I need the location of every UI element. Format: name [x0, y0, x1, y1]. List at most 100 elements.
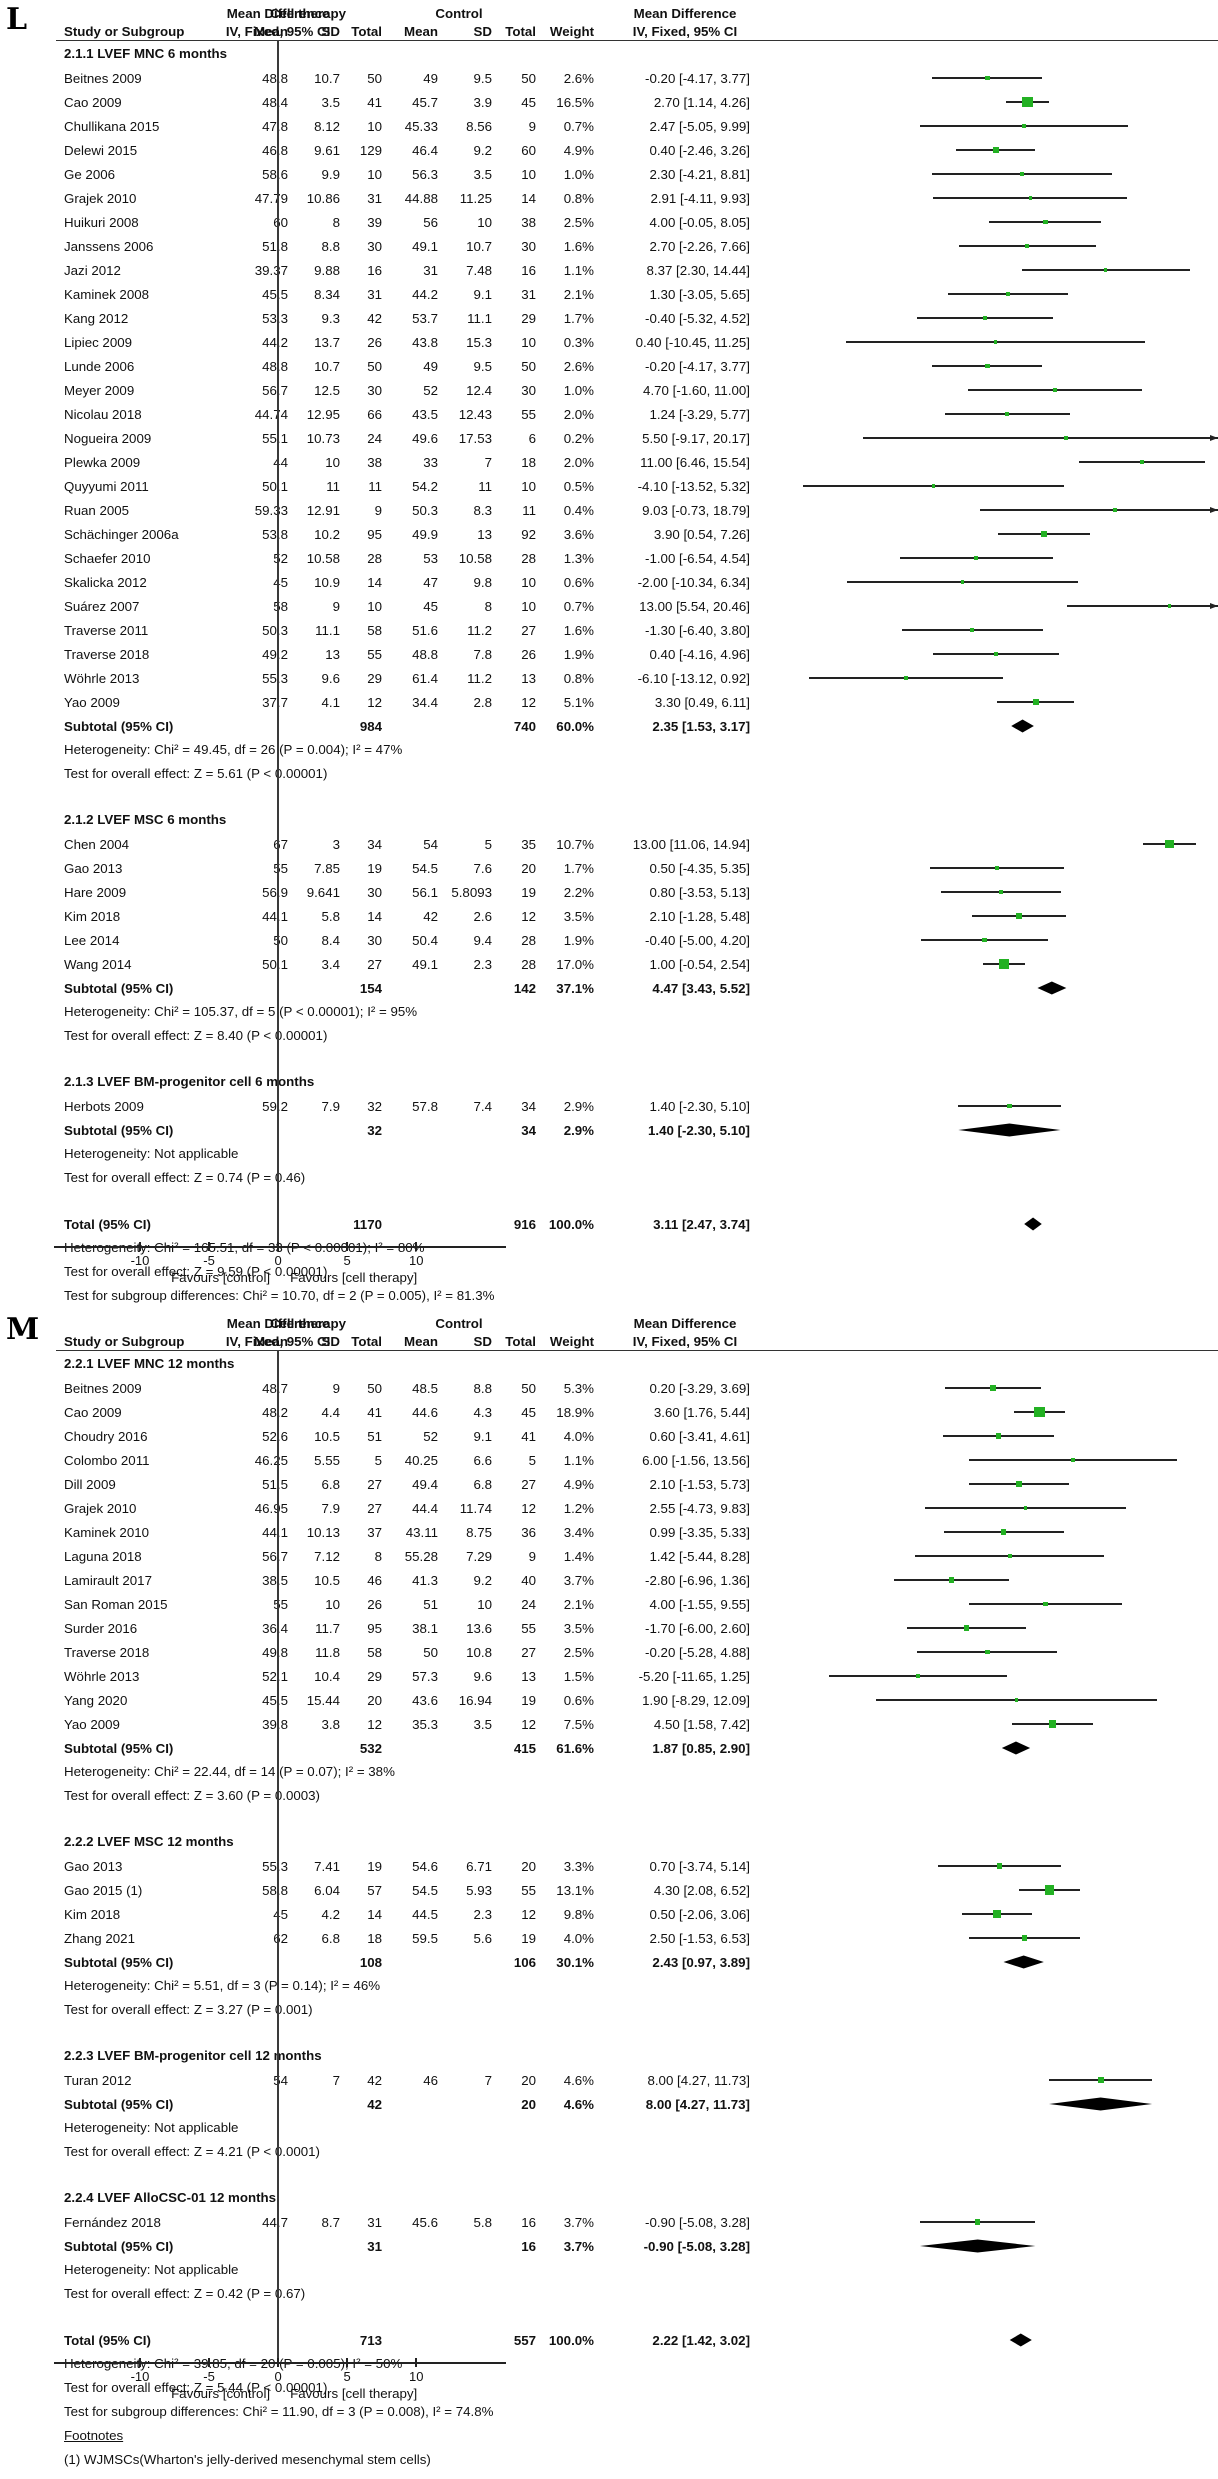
md-ci-text: 2.10 [-1.28, 5.48] — [649, 908, 750, 924]
cell-therapy-mean: 37.7 — [262, 694, 288, 710]
ci-plot-cell — [776, 618, 1218, 642]
ci-plot-cell — [776, 1544, 1218, 1568]
study-row: Yang 2020 45.5 15.44 20 43.6 16.94 19 0.6% 1.90 … — [0, 1688, 1218, 1712]
study-row: Janssens 2006 51.8 8.8 30 49.1 10.7 30 1.6% 2.70… — [0, 234, 1218, 258]
control-mean: 53.7 — [412, 310, 438, 326]
control-sd: 8.56 — [466, 118, 492, 134]
method-header: IV, Fixed, 95% CI — [225, 1334, 331, 1349]
cell-therapy-mean: 36.4 — [262, 1620, 288, 1636]
cell-therapy-total: 984 — [359, 718, 382, 734]
control-total: 142 — [513, 980, 536, 996]
control-sd: 6.8 — [473, 1476, 493, 1492]
weight: 9.8% — [563, 1906, 594, 1922]
md-ci-text: 2.35 [1.53, 3.17] — [652, 718, 750, 734]
subtotal-row: Subtotal (95% CI) 31 16 3.7% -0.90 [-5.08, 3… — [0, 2234, 1218, 2258]
md-ci-text: -2.00 [-10.34, 6.34] — [637, 574, 750, 590]
heterogeneity-line-text: Heterogeneity: Not applicable — [64, 2120, 239, 2135]
ci-plot-cell — [776, 570, 1218, 594]
study-name: Yang 2020 — [64, 1692, 128, 1708]
md-ci-text: -0.90 [-5.08, 3.28] — [643, 2238, 750, 2254]
control-mean: 44.6 — [412, 1404, 438, 1420]
column-header-weight: Weight — [549, 24, 594, 39]
cell-therapy-mean: 55.3 — [262, 670, 288, 686]
section-header-text: 2.1.1 LVEF MNC 6 months — [64, 46, 228, 61]
weight: 0.8% — [563, 670, 594, 686]
ci-plot-cell — [776, 1520, 1218, 1544]
cell-therapy-sd: 3.5 — [321, 94, 341, 110]
cell-therapy-total: 32 — [367, 1122, 382, 1138]
pooled-diamond — [958, 1123, 1061, 1137]
ci-line — [863, 437, 1218, 439]
control-mean: 53 — [423, 550, 438, 566]
study-name: Turan 2012 — [64, 2072, 132, 2088]
control-total: 18 — [521, 454, 536, 470]
cell-therapy-total: 95 — [367, 1620, 382, 1636]
control-sd: 2.8 — [473, 694, 493, 710]
md-ci-text: 1.40 [-2.30, 5.10] — [647, 1122, 750, 1138]
cell-therapy-mean: 45 — [273, 574, 288, 590]
group-header-control: Control — [435, 6, 483, 21]
effect-marker — [998, 958, 1010, 970]
cell-therapy-sd: 3 — [332, 836, 340, 852]
study-row: Grajek 2010 47.79 10.86 31 44.88 11.25 14 0.8% 2… — [0, 186, 1218, 210]
cell-therapy-sd: 11 — [326, 478, 340, 494]
control-mean: 54.5 — [412, 860, 438, 876]
study-name: Subtotal (95% CI) — [64, 1954, 174, 1970]
control-total: 10 — [521, 166, 536, 182]
md-ci-text: -4.10 [-13.52, 5.32] — [637, 478, 750, 494]
control-mean: 42 — [423, 908, 438, 924]
effect-marker — [974, 556, 979, 560]
control-sd: 9.2 — [473, 1572, 493, 1588]
control-mean: 43.6 — [412, 1692, 438, 1708]
control-sd: 3.5 — [473, 1716, 493, 1732]
ci-plot-cell — [776, 1472, 1218, 1496]
study-name: Kaminek 2008 — [64, 286, 150, 302]
control-mean: 54 — [423, 836, 438, 852]
cell-therapy-sd: 8.34 — [314, 286, 340, 302]
md-ci-text: 4.00 [-1.55, 9.55] — [649, 1596, 750, 1612]
effect-marker — [995, 866, 999, 870]
weight: 1.9% — [563, 646, 594, 662]
cell-therapy-total: 66 — [367, 406, 382, 422]
cell-therapy-sd: 10.73 — [306, 430, 340, 446]
study-name: Gao 2013 — [64, 1858, 123, 1874]
effect-marker — [1028, 196, 1033, 200]
cell-therapy-mean: 59.33 — [254, 502, 288, 518]
total-overall-effect-line: Test for overall effect: Z = 5.44 (P < 0… — [0, 2376, 1218, 2400]
ci-plot-cell — [776, 2092, 1218, 2116]
md-ci-text: 3.30 [0.49, 6.11] — [654, 694, 750, 710]
heterogeneity-line: Heterogeneity: Not applicable — [0, 1142, 1218, 1166]
cell-therapy-mean: 58 — [273, 598, 288, 614]
ci-plot-cell — [776, 498, 1218, 522]
cell-therapy-total: 29 — [367, 1668, 382, 1684]
md-plot-header: Mean Difference — [226, 6, 330, 21]
control-total: 50 — [521, 1380, 536, 1396]
study-name: Delewi 2015 — [64, 142, 138, 158]
cell-therapy-total: 18 — [367, 1930, 382, 1946]
weight: 0.3% — [563, 334, 594, 350]
axis-tick — [346, 2358, 348, 2367]
study-name: Schaefer 2010 — [64, 550, 151, 566]
cell-therapy-sd: 10.5 — [314, 1572, 340, 1588]
control-total: 10 — [521, 478, 536, 494]
x-axis-line — [54, 1246, 506, 1248]
study-row: Chullikana 2015 47.8 8.12 10 45.33 8.56 9 0.7% 2… — [0, 114, 1218, 138]
effect-marker — [984, 363, 990, 369]
weight: 3.3% — [563, 1858, 594, 1874]
control-sd: 7.48 — [466, 262, 492, 278]
md-ci-text: 1.00 [-0.54, 2.54] — [649, 956, 750, 972]
study-name: Traverse 2018 — [64, 1644, 150, 1660]
study-name: Plewka 2009 — [64, 454, 141, 470]
study-name: Traverse 2011 — [64, 622, 149, 638]
ci-plot-cell — [776, 450, 1218, 474]
header-rule — [56, 40, 1218, 41]
effect-marker — [1053, 388, 1057, 392]
control-sd: 11 — [478, 478, 492, 494]
ci-plot-cell — [776, 1568, 1218, 1592]
study-row: Lipiec 2009 44.2 13.7 26 43.8 15.3 10 0.3% 0.40 … — [0, 330, 1218, 354]
cell-therapy-sd: 12.5 — [314, 382, 340, 398]
cell-therapy-total: 24 — [367, 430, 382, 446]
cell-therapy-sd: 4.1 — [321, 694, 341, 710]
overall-effect-line: Test for overall effect: Z = 5.61 (P < 0… — [0, 762, 1218, 786]
heterogeneity-line-text: Heterogeneity: Not applicable — [64, 2262, 239, 2277]
